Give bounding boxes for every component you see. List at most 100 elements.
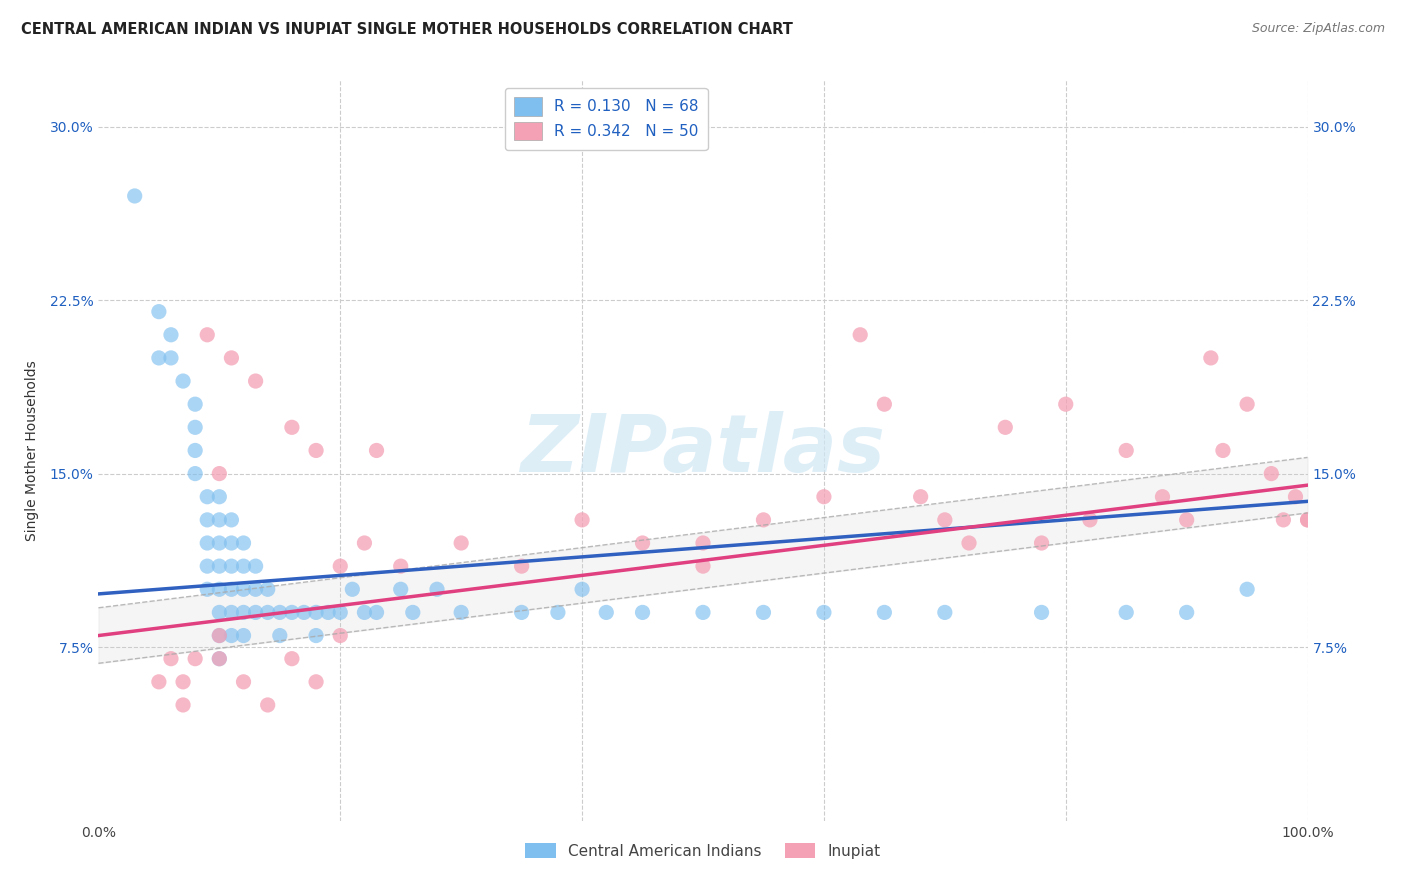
Point (510, 559, 533, 574)
Point (873, 606, 896, 620)
Point (160, 327, 183, 342)
Point (813, 606, 835, 620)
Point (208, 628, 231, 642)
Text: ZIPatlas: ZIPatlas (520, 411, 886, 490)
Point (195, 513, 218, 527)
Point (692, 536, 714, 550)
Point (957, 536, 980, 550)
Point (1236, 397, 1258, 411)
Point (208, 606, 231, 620)
Point (172, 698, 194, 712)
Point (1284, 490, 1306, 504)
Point (124, 189, 146, 203)
Point (1272, 513, 1295, 527)
Point (221, 536, 243, 550)
Point (221, 351, 243, 365)
Point (184, 467, 207, 481)
Point (232, 628, 254, 642)
Point (631, 536, 654, 550)
Point (232, 559, 254, 574)
Point (269, 606, 291, 620)
Point (281, 651, 304, 665)
Point (934, 513, 956, 527)
Point (305, 443, 328, 458)
Point (1175, 513, 1198, 527)
Point (281, 606, 304, 620)
Point (245, 606, 267, 620)
Point (232, 582, 254, 597)
Point (184, 443, 207, 458)
Point (450, 606, 472, 620)
Point (256, 606, 278, 620)
Point (1212, 443, 1234, 458)
Point (281, 420, 304, 434)
Point (1175, 606, 1198, 620)
Point (208, 651, 231, 665)
Point (426, 582, 449, 597)
Point (571, 513, 593, 527)
Legend: Central American Indians, Inupiat: Central American Indians, Inupiat (519, 837, 887, 865)
Point (195, 559, 218, 574)
Point (631, 606, 654, 620)
Point (389, 559, 412, 574)
Point (849, 327, 872, 342)
Point (184, 651, 207, 665)
Point (160, 351, 183, 365)
Point (221, 582, 243, 597)
Point (256, 698, 278, 712)
Point (195, 327, 218, 342)
Point (184, 420, 207, 434)
Point (1296, 513, 1319, 527)
Point (389, 582, 412, 597)
Point (148, 674, 170, 689)
Point (195, 582, 218, 597)
Point (1296, 513, 1319, 527)
Point (245, 582, 267, 597)
Point (208, 467, 231, 481)
Point (305, 606, 328, 620)
Point (208, 651, 231, 665)
Point (1199, 351, 1222, 365)
Point (329, 606, 352, 620)
Point (353, 606, 375, 620)
Point (245, 374, 267, 388)
Point (208, 513, 231, 527)
Point (148, 351, 170, 365)
Point (1115, 606, 1137, 620)
Point (1054, 397, 1077, 411)
Point (692, 606, 714, 620)
Point (752, 513, 775, 527)
Point (148, 304, 170, 318)
Point (221, 559, 243, 574)
Point (1236, 582, 1258, 597)
Point (873, 397, 896, 411)
Point (232, 674, 254, 689)
Y-axis label: Single Mother Households: Single Mother Households (24, 360, 38, 541)
Point (221, 513, 243, 527)
Point (353, 536, 375, 550)
Point (208, 490, 231, 504)
Point (571, 582, 593, 597)
Point (1152, 490, 1174, 504)
Point (1031, 536, 1053, 550)
Point (366, 606, 388, 620)
Point (232, 536, 254, 550)
Point (752, 606, 775, 620)
Point (994, 420, 1017, 434)
Point (208, 559, 231, 574)
Point (366, 443, 388, 458)
Point (934, 606, 956, 620)
Point (256, 582, 278, 597)
Point (547, 606, 569, 620)
Point (450, 536, 472, 550)
Point (813, 490, 835, 504)
Point (292, 606, 315, 620)
Point (316, 606, 339, 620)
Point (329, 628, 352, 642)
Point (305, 674, 328, 689)
Point (208, 628, 231, 642)
Text: CENTRAL AMERICAN INDIAN VS INUPIAT SINGLE MOTHER HOUSEHOLDS CORRELATION CHART: CENTRAL AMERICAN INDIAN VS INUPIAT SINGL… (21, 22, 793, 37)
Point (269, 628, 291, 642)
Point (1115, 443, 1137, 458)
Point (195, 490, 218, 504)
